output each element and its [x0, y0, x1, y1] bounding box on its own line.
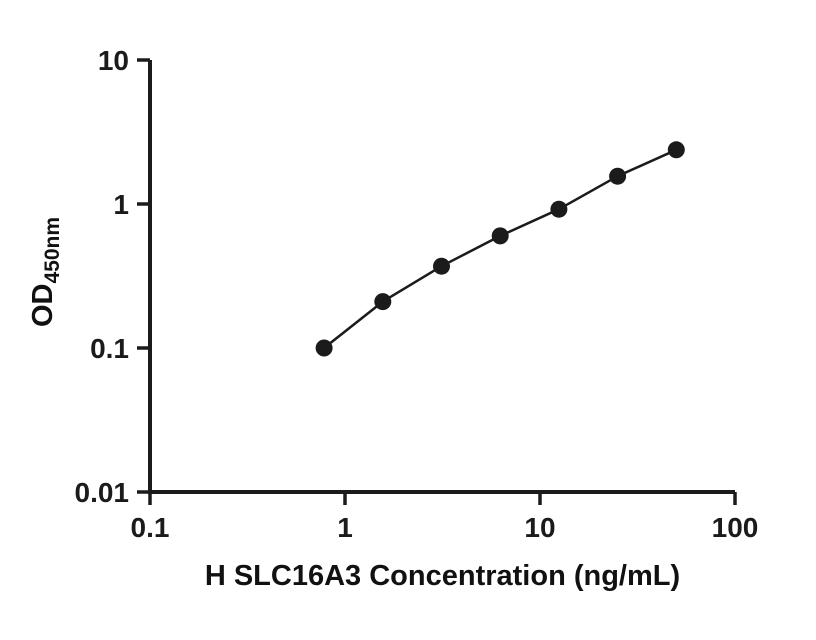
data-point	[374, 293, 392, 311]
data-point	[667, 141, 685, 159]
y-axis-title-subscript: 450nm	[41, 216, 64, 284]
x-axis-title: H SLC16A3 Concentration (ng/mL)	[204, 560, 681, 592]
data-point	[491, 227, 509, 245]
x-tick-label: 10	[524, 512, 555, 543]
y-tick-label: 10	[98, 45, 129, 76]
y-tick-label: 0.01	[75, 477, 130, 508]
axes	[148, 60, 735, 494]
x-tick-label: 100	[712, 512, 759, 543]
y-axis-title-main: OD	[27, 283, 59, 328]
x-tick-label: 0.1	[131, 512, 170, 543]
y-axis-title-text: OD450nm	[27, 217, 65, 327]
data-point	[609, 167, 627, 185]
data-point	[315, 339, 333, 357]
y-tick-label: 0.1	[90, 333, 129, 364]
data-point	[433, 257, 450, 275]
data-point	[550, 200, 568, 218]
y-tick-label: 1	[113, 189, 129, 220]
x-tick-label: 1	[337, 512, 353, 543]
